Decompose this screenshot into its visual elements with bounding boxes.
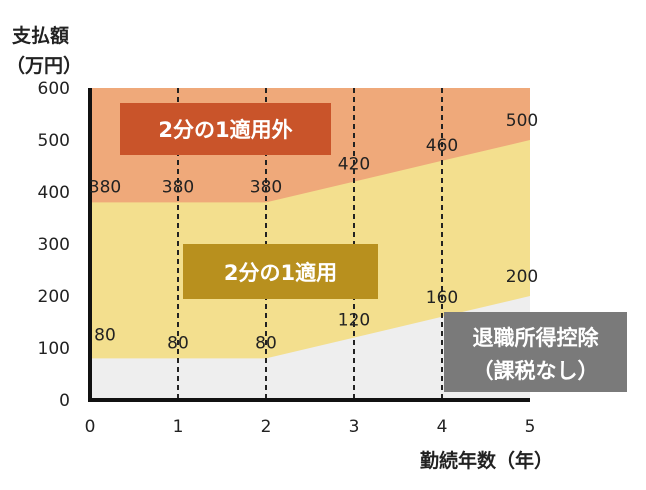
x-axis-title: 勤続年数（年） xyxy=(420,449,553,472)
area-0 xyxy=(90,296,530,400)
lower-value-label-1: 80 xyxy=(167,333,189,353)
x-tick-2: 2 xyxy=(261,417,272,437)
deduction-label-line2: （課税なし） xyxy=(473,359,599,383)
y-tick-100: 100 xyxy=(38,339,70,359)
upper-value-label-3: 420 xyxy=(338,155,370,175)
deduction-label-line1: 退職所得控除 xyxy=(473,326,600,350)
axes xyxy=(88,88,530,402)
x-tick-labels: 0 1 2 3 4 5 xyxy=(85,417,536,437)
y-tick-200: 200 xyxy=(38,287,70,307)
upper-value-label-4: 460 xyxy=(426,136,458,156)
outside-label-box xyxy=(120,103,331,155)
lower-value-label-2: 80 xyxy=(255,333,277,353)
x-tick-4: 4 xyxy=(437,417,448,437)
x-tick-5: 5 xyxy=(525,417,536,437)
upper-value-label-5: 500 xyxy=(506,111,538,131)
upper-value-label-1: 380 xyxy=(162,177,194,197)
x-tick-0: 0 xyxy=(85,417,96,437)
x-tick-3: 3 xyxy=(349,417,360,437)
y-tick-300: 300 xyxy=(38,235,70,255)
lower-value-label-5: 200 xyxy=(506,267,538,287)
outside-label: 2分の1適用外 xyxy=(158,118,292,142)
value-labels: 80 380 80 380 80 380 120 420 160 460 200 500 xyxy=(89,111,538,353)
applied-label: 2分の1適用 xyxy=(224,261,337,285)
lower-value-label-0: 80 xyxy=(94,325,116,345)
y-tick-500: 500 xyxy=(38,131,70,151)
lower-value-label-4: 160 xyxy=(426,288,458,308)
y-axis-title-line2: （万円） xyxy=(6,54,82,77)
y-tick-0: 0 xyxy=(59,391,70,411)
y-tick-labels: 0 100 200 300 400 500 600 xyxy=(38,79,70,411)
applied-label-box xyxy=(183,244,378,299)
y-tick-400: 400 xyxy=(38,183,70,203)
y-tick-600: 600 xyxy=(38,79,70,99)
deduction-label-box xyxy=(444,312,627,392)
lower-value-label-3: 120 xyxy=(338,311,370,331)
upper-value-label-0: 380 xyxy=(89,177,121,197)
x-tick-1: 1 xyxy=(173,417,184,437)
y-axis-title-line1: 支払額 xyxy=(11,24,69,47)
upper-value-label-2: 380 xyxy=(250,177,282,197)
